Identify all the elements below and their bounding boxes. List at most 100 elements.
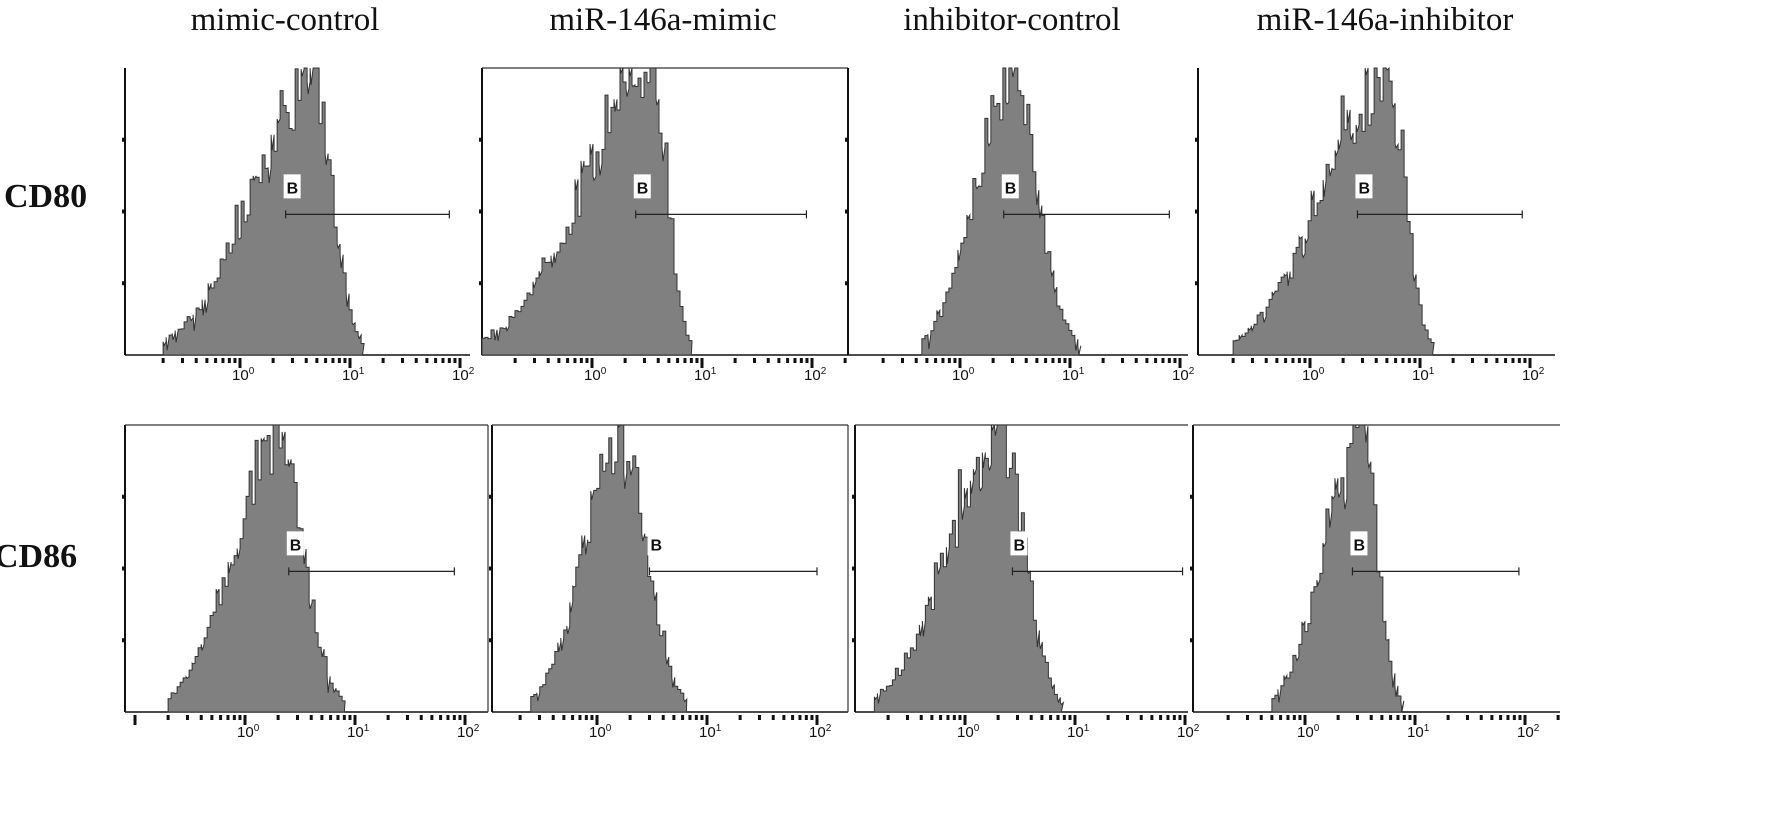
- x-tick: [348, 715, 352, 720]
- x-tick: [1303, 715, 1307, 725]
- x-tick: [1139, 715, 1143, 720]
- x-tick: [1178, 358, 1182, 368]
- x-tick: [1512, 715, 1516, 720]
- x-tick: [996, 715, 1000, 720]
- x-tick: [991, 358, 995, 363]
- x-tick: [1518, 715, 1522, 720]
- x-tick: [705, 715, 709, 725]
- x-tick: [238, 358, 242, 368]
- gate-label: B: [1005, 180, 1017, 197]
- x-tick: [1183, 715, 1187, 725]
- x-tick: [1308, 358, 1312, 368]
- x-tick: [694, 715, 698, 720]
- x-tick: [551, 715, 555, 720]
- x-tick: [925, 358, 929, 363]
- x-tick: [1504, 358, 1508, 363]
- y-tick: [1195, 209, 1198, 214]
- histogram: [1271, 424, 1405, 713]
- x-tick-label: 102: [1177, 723, 1200, 741]
- y-tick: [852, 566, 855, 571]
- x-tick: [628, 715, 632, 720]
- x-tick: [939, 715, 943, 720]
- x-tick: [900, 358, 904, 363]
- histogram: [481, 67, 693, 356]
- y-tick: [122, 137, 125, 142]
- x-tick: [1506, 715, 1510, 720]
- x-tick: [793, 358, 797, 363]
- x-tick: [276, 715, 280, 720]
- x-tick: [343, 358, 347, 363]
- x-tick: [227, 358, 231, 363]
- x-tick: [1106, 715, 1110, 720]
- x-tick-label: 101: [1067, 723, 1090, 741]
- x-tick: [683, 358, 687, 363]
- x-tick-label: 102: [452, 366, 475, 384]
- x-tick: [537, 715, 541, 720]
- x-tick: [1408, 715, 1412, 720]
- gate-label-box: [1355, 174, 1373, 199]
- x-tick: [595, 715, 599, 725]
- x-tick: [1402, 715, 1406, 720]
- x-tick: [777, 358, 781, 363]
- x-tick: [1490, 715, 1494, 720]
- x-tick: [1275, 358, 1279, 363]
- x-tick: [446, 715, 450, 720]
- x-tick: [1517, 358, 1521, 363]
- x-tick: [947, 358, 951, 363]
- x-tick: [1298, 715, 1302, 720]
- x-tick: [336, 715, 340, 720]
- x-tick: [1073, 715, 1077, 725]
- x-tick: [1394, 358, 1398, 363]
- x-tick: [194, 358, 198, 363]
- y-tick: [479, 137, 482, 142]
- x-tick: [1125, 715, 1129, 720]
- x-tick-label: 102: [1517, 723, 1540, 741]
- x-tick: [1270, 715, 1274, 720]
- x-tick: [815, 715, 819, 725]
- x-tick: [1396, 715, 1400, 720]
- x-tick: [1057, 358, 1061, 363]
- x-tick: [1369, 715, 1373, 720]
- x-tick: [185, 715, 189, 720]
- x-tick: [757, 715, 761, 720]
- x-tick: [934, 358, 938, 363]
- x-tick: [590, 358, 594, 368]
- x-tick: [1446, 715, 1450, 720]
- x-tick: [688, 715, 692, 720]
- gate-label-box: [283, 174, 301, 199]
- x-tick: [463, 715, 467, 725]
- x-tick: [584, 715, 588, 720]
- x-tick: [623, 358, 627, 363]
- x-tick: [221, 358, 225, 363]
- x-tick: [1297, 358, 1301, 363]
- x-tick: [798, 715, 802, 720]
- x-tick: [447, 358, 451, 363]
- x-tick: [799, 358, 803, 363]
- x-tick: [1407, 358, 1411, 363]
- x-tick-label: 101: [342, 366, 365, 384]
- x-tick: [590, 715, 594, 720]
- x-tick: [1374, 358, 1378, 363]
- y-tick: [845, 137, 848, 142]
- x-tick: [1528, 358, 1532, 368]
- x-tick: [1134, 358, 1138, 363]
- x-tick: [930, 715, 934, 720]
- y-tick: [489, 494, 492, 499]
- y-tick: [1195, 281, 1198, 286]
- x-tick: [1010, 358, 1014, 363]
- x-tick: [381, 358, 385, 363]
- x-tick: [1063, 358, 1067, 363]
- y-tick: [845, 209, 848, 214]
- x-tick: [315, 358, 319, 363]
- x-tick: [210, 715, 214, 720]
- gate-label-box: [1001, 174, 1019, 199]
- x-tick: [1245, 715, 1249, 720]
- gate-label: B: [637, 180, 649, 197]
- x-tick: [566, 358, 570, 363]
- y-tick: [852, 494, 855, 499]
- x-tick: [752, 358, 756, 363]
- y-tick: [122, 566, 125, 571]
- y-tick: [122, 638, 125, 643]
- column-title-mimic-control: mimic-control: [190, 2, 380, 38]
- x-tick: [1418, 358, 1422, 368]
